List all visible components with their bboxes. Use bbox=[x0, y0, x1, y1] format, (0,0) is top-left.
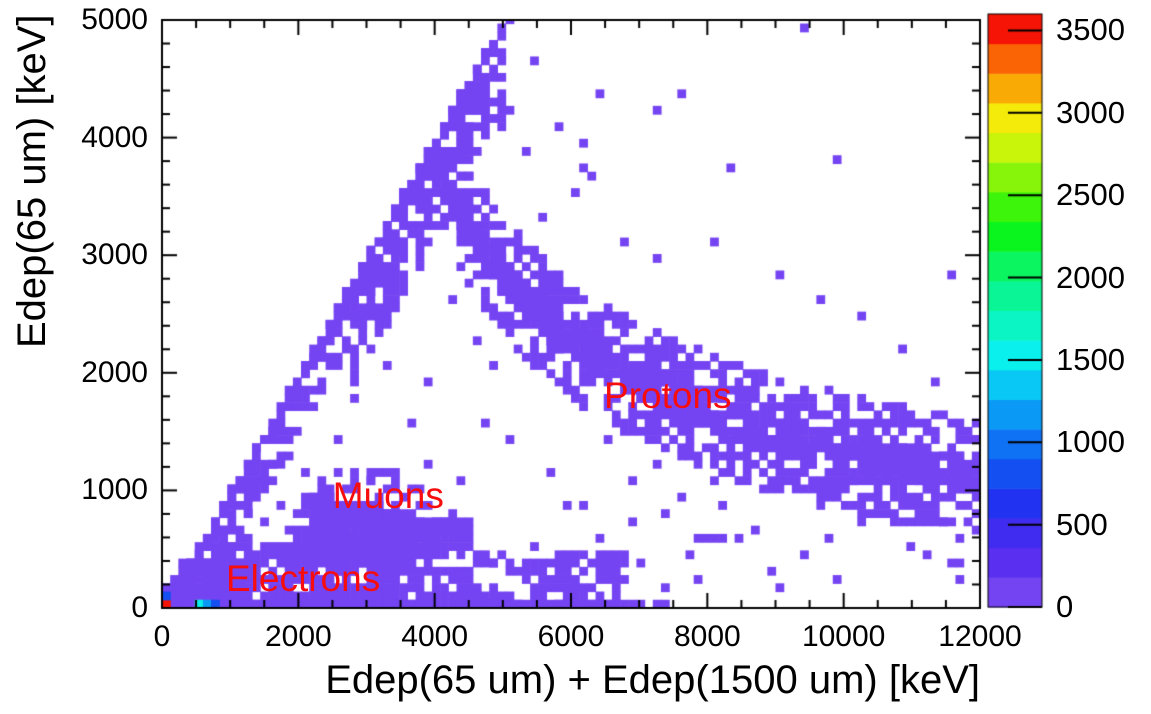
y-tick-label: 0 bbox=[131, 591, 148, 624]
annotation-muons: Muons bbox=[332, 475, 444, 517]
y-tick-label: 5000 bbox=[81, 3, 148, 36]
x-axis-title: Edep(65 um) + Edep(1500 um) [keV] bbox=[325, 658, 980, 702]
colorbar-tick-label: 500 bbox=[1056, 506, 1108, 542]
x-tick-label: 2000 bbox=[264, 620, 332, 653]
x-tick-label: 6000 bbox=[537, 620, 605, 653]
colorbar-tick-label: 2500 bbox=[1056, 177, 1125, 213]
colorbar-tick-label: 2000 bbox=[1056, 259, 1125, 295]
annotation-protons: Protons bbox=[604, 375, 732, 417]
x-tick-label: 8000 bbox=[673, 620, 741, 653]
x-tick-label: 10000 bbox=[801, 620, 886, 653]
y-tick-label: 1000 bbox=[81, 473, 148, 507]
y-tick-label: 4000 bbox=[81, 120, 148, 154]
y-tick-label: 2000 bbox=[81, 355, 148, 389]
colorbar-tick-label: 3500 bbox=[1056, 12, 1125, 48]
x-tick-label: 12000 bbox=[938, 620, 1022, 653]
annotation-electrons: Electrons bbox=[225, 557, 381, 599]
y-axis-title: Edep(65 um) [keV] bbox=[10, 14, 54, 349]
y-tick-label: 3000 bbox=[81, 238, 148, 272]
colorbar-tick-label: 1500 bbox=[1056, 341, 1125, 377]
x-tick-label: 4000 bbox=[401, 620, 469, 653]
colorbar-tick-label: 0 bbox=[1056, 589, 1074, 624]
colorbar-tick-label: 1000 bbox=[1056, 424, 1125, 460]
x-tick-label: 0 bbox=[153, 620, 171, 653]
colorbar-tick-label: 3000 bbox=[1056, 94, 1125, 130]
